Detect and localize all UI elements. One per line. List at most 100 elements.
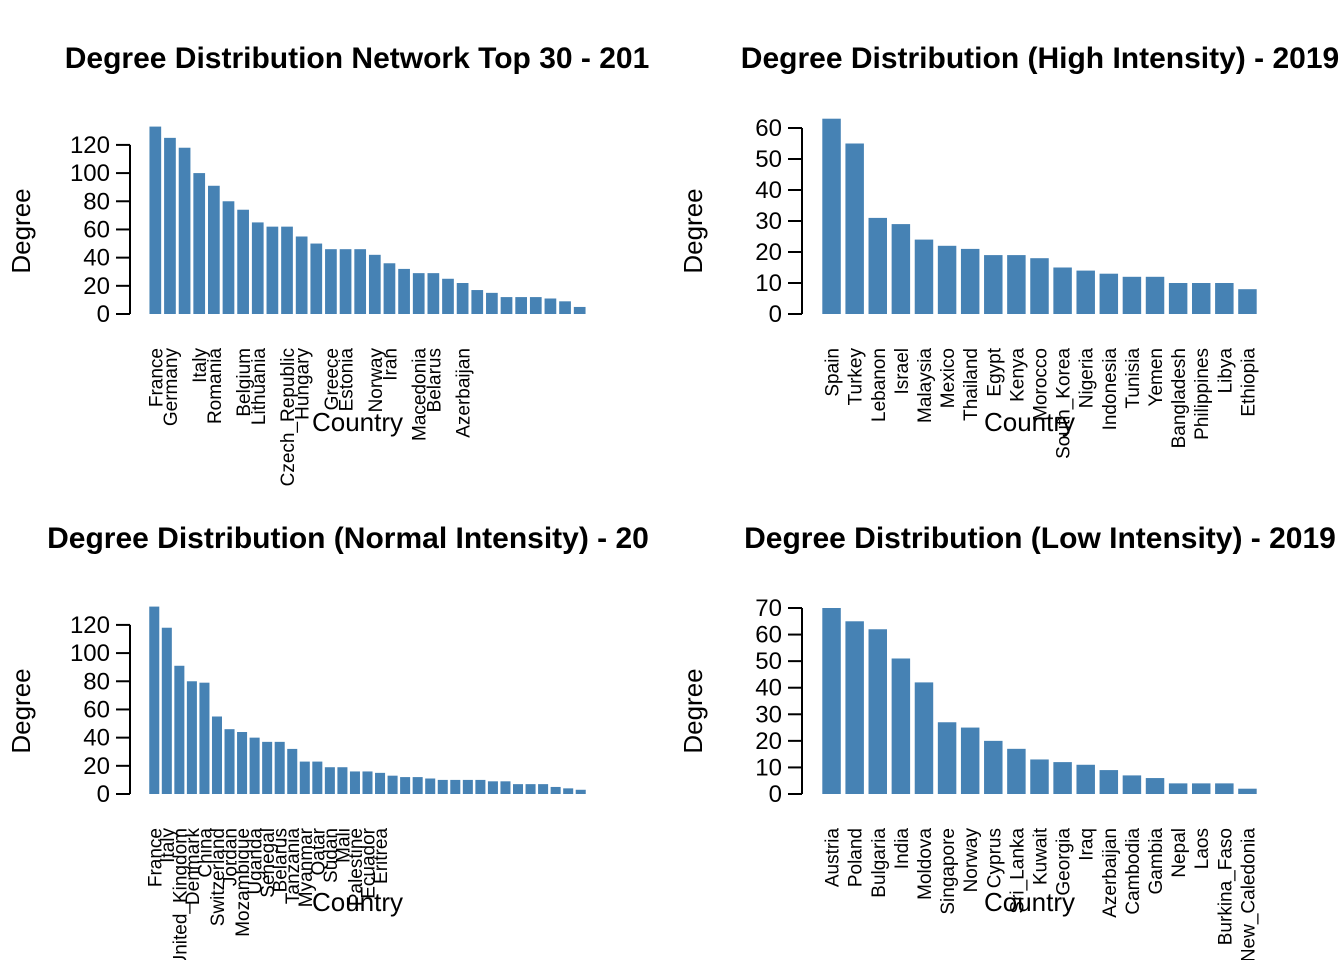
y-tick-label: 20 [83,273,110,300]
x-tick-label: Indonesia [1100,348,1121,431]
bar-0 [149,606,160,794]
x-tick-label: China [195,828,216,878]
x-tick-label: Sri_Lanka [1007,828,1028,914]
bar-2 [178,147,191,314]
x-tick-label: Ecuador [359,827,380,898]
bar-4 [914,239,934,314]
y-tick-label: 60 [83,696,110,723]
bar-3 [193,173,206,314]
x-tick-label: Cambodia [1123,828,1144,915]
bar-0 [822,608,841,794]
bar-6 [237,209,249,314]
bar-8 [1007,255,1026,314]
bar-15 [368,254,381,314]
x-tick-label: Kenya [1007,348,1028,402]
x-tick-label: Tanzania [283,828,304,904]
bar-9 [262,741,273,794]
x-tick-label: France [146,348,167,407]
y-tick-label: 60 [755,622,782,649]
y-tick-label: 40 [83,245,110,272]
x-tick-label: Norway [366,348,387,413]
bar-24 [450,779,461,794]
y-tick-label: 120 [70,612,110,639]
y-tick-label: 80 [83,668,110,695]
bar-12 [325,249,337,314]
bar-13 [1122,276,1142,314]
x-tick-label: Israel [892,348,913,394]
y-axis-title: Degree [678,188,708,273]
y-tick-label: 20 [83,753,110,780]
bar-12 [1099,273,1119,314]
bar-1 [845,143,864,314]
y-tick-label: 80 [83,188,110,215]
y-tick-label: 20 [755,728,782,755]
x-axis-title: Country [984,887,1075,917]
x-tick-label: Moldova [915,828,936,900]
x-tick-label: Estonia [337,348,358,412]
y-tick-label: 100 [70,160,110,187]
x-tick-label: Austria [823,828,844,888]
chart-title: Degree Distribution (Low Intensity) - 20… [744,522,1336,555]
x-tick-label: Lithuania [249,348,270,426]
x-tick-label: Palestine [346,828,367,906]
x-tick-label: United_Kingdom [170,828,191,960]
x-tick-label: Burkina_Faso [1215,828,1236,945]
y-tick-label: 0 [97,301,110,328]
bar-20 [400,777,411,794]
bar-28 [500,781,511,794]
bar-22 [471,290,484,314]
x-tick-label: South_Korea [1054,348,1075,459]
x-tick-label: Tunisia [1123,348,1144,409]
bar-4 [208,185,220,314]
bar-13 [312,761,323,794]
bar-5 [937,245,957,314]
bar-8 [249,737,260,794]
bar-16 [1191,783,1211,794]
bar-4 [914,682,934,794]
bar-9 [281,226,293,314]
x-tick-label: Thailand [961,348,982,421]
bar-1 [164,137,176,314]
x-tick-label: Cyprus [984,828,1005,888]
x-tick-label: Czech_Republic [278,348,299,486]
bar-18 [1238,788,1257,794]
y-tick-label: 120 [70,132,110,159]
x-tick-label: Spain [823,348,844,397]
x-tick-label: Singapore [938,828,959,915]
bar-11 [287,748,298,794]
x-tick-label: Romania [205,348,226,424]
bar-2 [868,629,887,794]
bar-5 [937,722,957,794]
bar-6 [960,248,980,314]
bar-29 [573,306,586,314]
y-tick-label: 20 [755,239,782,266]
y-tick-label: 40 [755,177,782,204]
bar-25 [462,779,473,794]
x-tick-label: Belarus [271,828,292,892]
x-tick-label: Macedonia [410,348,431,441]
x-tick-label: Yemen [1146,348,1167,406]
y-tick-label: 50 [755,648,782,675]
bar-10 [1053,762,1072,794]
x-tick-label: Iraq [1077,828,1098,861]
bar-11 [1076,764,1095,794]
bar-17 [362,771,373,794]
bar-30 [525,784,536,794]
x-tick-label: Mexico [938,348,959,408]
bar-23 [437,779,448,794]
x-tick-label: Switzerland [208,828,229,926]
x-tick-label: Mozambique [233,828,254,937]
x-tick-label: Hungary [293,348,314,420]
x-tick-label: Greece [322,348,343,410]
chart-title: Degree Distribution (High Intensity) - 2… [741,42,1339,75]
x-tick-label: Libya [1215,348,1236,394]
y-tick-label: 60 [83,216,110,243]
bar-33 [563,788,574,794]
y-tick-label: 30 [755,701,782,728]
bar-21 [456,283,469,314]
bar-2 [868,217,887,314]
x-tick-label: Egypt [984,347,1005,396]
x-axis-title: Country [312,887,403,917]
bar-5 [211,716,222,794]
